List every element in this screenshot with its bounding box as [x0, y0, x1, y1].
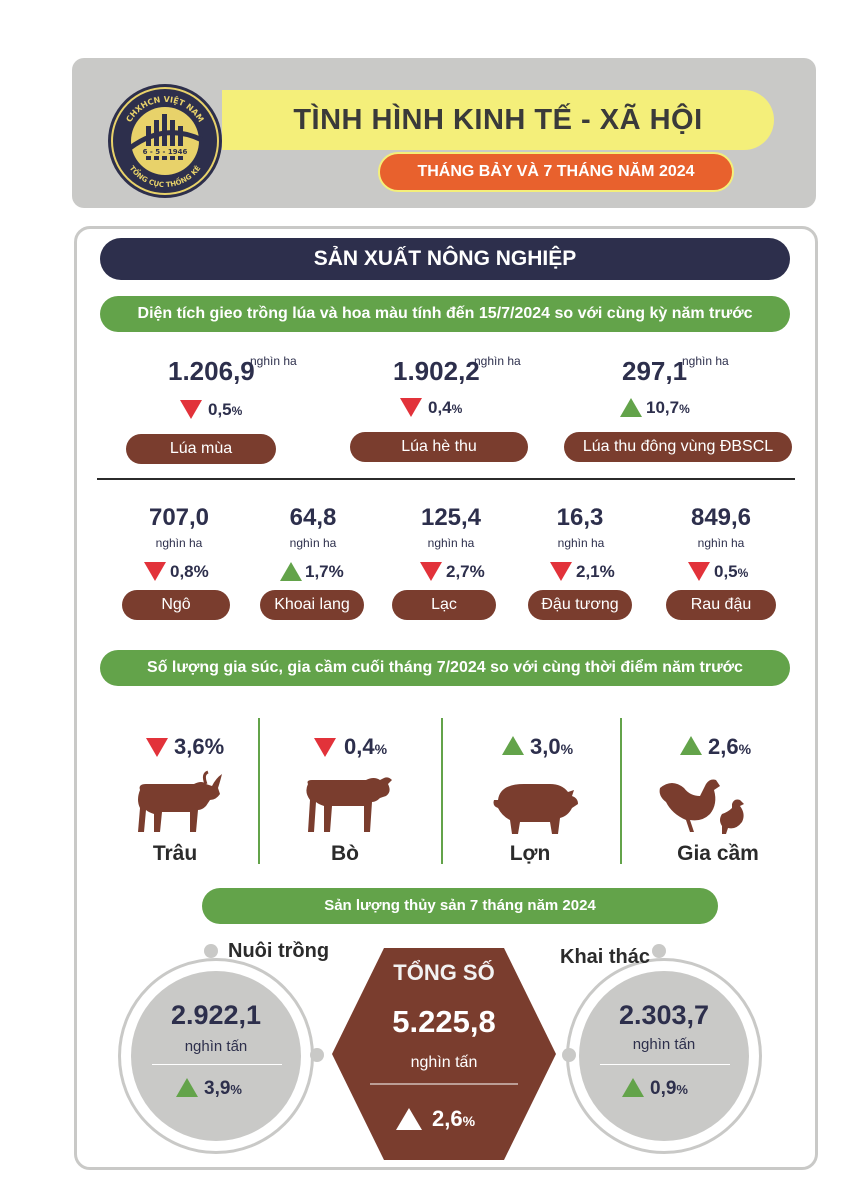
- section-title: SẢN XUẤT NÔNG NGHIỆP: [100, 238, 790, 280]
- livestock-label: Gia cầm: [677, 842, 759, 865]
- crops-heading: Diện tích gieo trồng lúa và hoa màu tính…: [100, 296, 790, 332]
- up-arrow-icon: [396, 1108, 422, 1130]
- rice-value: 1.206,9: [168, 356, 255, 386]
- rice-unit: nghìn ha: [250, 354, 297, 368]
- crop-label-pill: Rau đậu: [666, 590, 776, 620]
- up-arrow-icon: [680, 736, 702, 755]
- page-title: TÌNH HÌNH KINH TẾ - XÃ HỘI: [293, 104, 703, 136]
- crop-value: 64,8: [289, 504, 337, 531]
- divider: [152, 1064, 282, 1065]
- ring-dot: [652, 944, 666, 958]
- up-arrow-icon: [622, 1078, 644, 1097]
- crop-pct: 2,7%: [446, 562, 485, 581]
- aquaculture-label: Nuôi trồng: [228, 940, 330, 962]
- crop-label-pill: Lạc: [392, 590, 496, 620]
- total-hexagon: [332, 948, 556, 1160]
- crop-pct: 0,8%: [170, 562, 209, 581]
- rice-pct: 0,4%: [428, 398, 463, 417]
- up-arrow-icon: [280, 562, 302, 581]
- buffalo-icon: [138, 770, 222, 832]
- divider: [600, 1064, 730, 1065]
- capture-value: 2.303,7: [618, 1000, 710, 1030]
- crop-pct: 2,1%: [576, 562, 615, 581]
- up-arrow-icon: [176, 1078, 198, 1097]
- crop-pct: 0,5%: [714, 562, 749, 581]
- fishery-heading: Sản lượng thủy sản 7 tháng năm 2024: [202, 888, 718, 924]
- up-arrow-icon: [502, 736, 524, 755]
- livestock-pct: 3,0%: [530, 734, 574, 759]
- livestock-pct: 2,6%: [708, 734, 752, 759]
- poultry-icon: [659, 779, 744, 834]
- rice-label-pill: Lúa thu đông vùng ĐBSCL: [564, 432, 792, 462]
- capture-label: Khai thác: [560, 946, 651, 968]
- rice-unit: nghìn ha: [682, 354, 729, 368]
- total-value: 5.225,8: [392, 1004, 496, 1039]
- capture-unit: nghìn tấn: [632, 1036, 696, 1053]
- total-pct: 2,6%: [432, 1106, 476, 1131]
- column-separator: [258, 718, 260, 864]
- down-arrow-icon: [180, 400, 202, 419]
- down-arrow-icon: [314, 738, 336, 757]
- down-arrow-icon: [146, 738, 168, 757]
- rice-label-pill: Lúa mùa: [126, 434, 276, 464]
- livestock-label: Bò: [331, 842, 359, 865]
- livestock-heading: Số lượng gia súc, gia cầm cuối tháng 7/2…: [100, 650, 790, 686]
- down-arrow-icon: [420, 562, 442, 581]
- crop-value: 849,6: [690, 504, 752, 531]
- column-separator: [620, 718, 622, 864]
- livestock-label: Trâu: [152, 842, 198, 865]
- gso-logo-icon: CHXHCN VIỆT NAM TỔNG CỤC THỐNG KÊ 6 - 5 …: [108, 84, 222, 198]
- aquaculture-pct: 3,9%: [204, 1078, 242, 1099]
- crop-value: 125,4: [420, 504, 482, 531]
- crop-unit: nghìn ha: [557, 536, 605, 550]
- down-arrow-icon: [550, 562, 572, 581]
- crop-unit: nghìn ha: [427, 536, 475, 550]
- rice-pct: 10,7%: [646, 398, 690, 417]
- logo-date-text: 6 - 5 - 1946: [143, 148, 188, 156]
- down-arrow-icon: [688, 562, 710, 581]
- crop-pct: 1,7%: [305, 562, 344, 581]
- ring-dot: [310, 1048, 324, 1062]
- crop-label-pill: Đậu tương: [528, 590, 632, 620]
- livestock-pct: 0,4%: [344, 734, 388, 759]
- ring-dot: [562, 1048, 576, 1062]
- page-subtitle: THÁNG BẢY VÀ 7 THÁNG NĂM 2024: [378, 152, 734, 192]
- crop-label-pill: Khoai lang: [260, 590, 364, 620]
- rice-value: 1.902,2: [393, 356, 480, 386]
- cow-icon: [306, 777, 392, 832]
- header-banner: TÌNH HÌNH KINH TẾ - XÃ HỘI THÁNG BẢY VÀ …: [72, 58, 816, 208]
- pig-icon: [493, 784, 578, 834]
- header-title-band: [222, 90, 774, 150]
- down-arrow-icon: [144, 562, 166, 581]
- crop-unit: nghìn ha: [155, 536, 203, 550]
- rice-pct: 0,5%: [208, 400, 243, 419]
- ring-dot: [204, 944, 218, 958]
- down-arrow-icon: [400, 398, 422, 417]
- aquaculture-value: 2.922,1: [170, 1000, 262, 1030]
- crop-unit: nghìn ha: [697, 536, 745, 550]
- crop-value: 707,0: [148, 504, 210, 531]
- aquaculture-disc: [131, 971, 301, 1141]
- crop-value: 16,3: [556, 504, 604, 531]
- up-arrow-icon: [620, 398, 642, 417]
- crop-label-pill: Ngô: [122, 590, 230, 620]
- livestock-pct: 3,6%: [174, 734, 225, 759]
- total-unit: nghìn tấn: [410, 1054, 478, 1071]
- total-label: TỔNG SỐ: [393, 960, 495, 985]
- livestock-label: Lợn: [509, 842, 551, 865]
- crop-unit: nghìn ha: [289, 536, 337, 550]
- capture-pct: 0,9%: [650, 1078, 688, 1099]
- column-separator: [441, 718, 443, 864]
- rice-unit: nghìn ha: [474, 354, 521, 368]
- aquaculture-unit: nghìn tấn: [184, 1038, 248, 1055]
- capture-disc: [579, 971, 749, 1141]
- divider: [97, 478, 795, 480]
- rice-value: 297,1: [622, 356, 688, 386]
- rice-label-pill: Lúa hè thu: [350, 432, 528, 462]
